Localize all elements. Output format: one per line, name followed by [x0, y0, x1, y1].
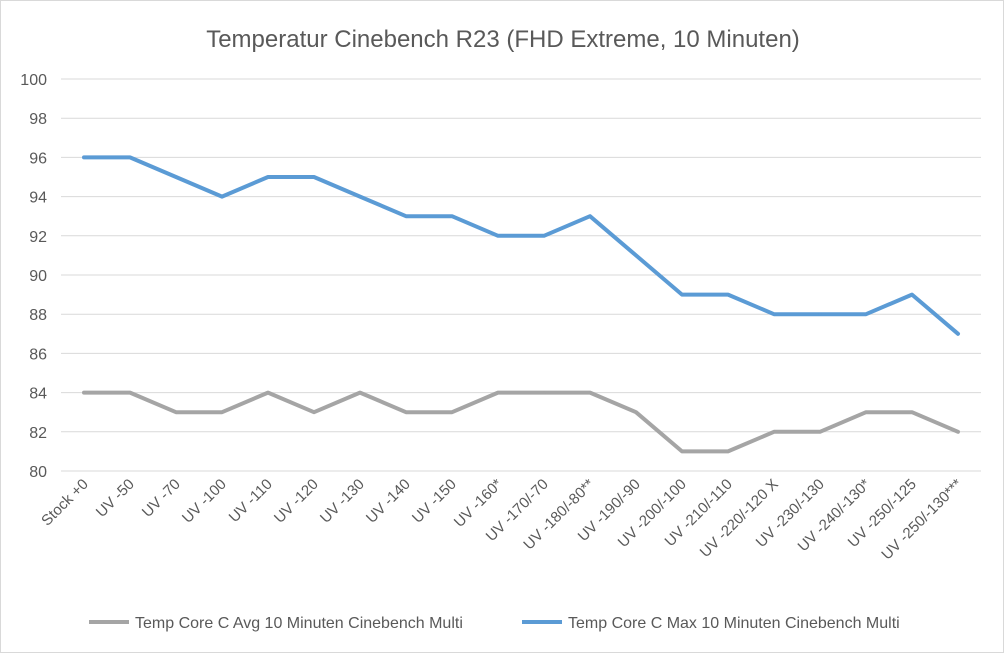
- data-point: [542, 234, 546, 238]
- x-tick-label: UV -130: [317, 476, 368, 527]
- data-point: [128, 155, 132, 159]
- data-point: [312, 175, 316, 179]
- data-point: [818, 312, 822, 316]
- x-tick-label: UV -110: [226, 476, 276, 526]
- data-point: [174, 175, 178, 179]
- data-point: [542, 391, 546, 395]
- data-point: [772, 312, 776, 316]
- y-tick-label: 82: [29, 425, 47, 442]
- legend: Temp Core C Avg 10 Minuten Cinebench Mul…: [89, 615, 900, 632]
- data-point: [864, 312, 868, 316]
- y-tick-label: 92: [29, 229, 47, 246]
- legend-label: Temp Core C Max 10 Minuten Cinebench Mul…: [568, 615, 900, 632]
- data-point: [496, 234, 500, 238]
- data-point: [910, 410, 914, 414]
- data-point: [680, 293, 684, 297]
- y-tick-label: 88: [29, 307, 47, 324]
- data-point: [864, 410, 868, 414]
- data-point: [220, 195, 224, 199]
- grid-lines: [61, 78, 981, 472]
- series-line: [82, 155, 960, 336]
- x-tick-label: Stock +0: [38, 476, 92, 530]
- data-point: [358, 195, 362, 199]
- data-point: [772, 430, 776, 434]
- y-tick-label: 84: [29, 386, 47, 403]
- y-tick-label: 80: [29, 464, 47, 481]
- data-point: [910, 293, 914, 297]
- data-point: [588, 391, 592, 395]
- data-point: [404, 214, 408, 218]
- x-tick-label: UV -100: [179, 476, 230, 527]
- series-max: [82, 155, 960, 336]
- data-point: [266, 175, 270, 179]
- data-point: [450, 410, 454, 414]
- data-point: [496, 391, 500, 395]
- y-tick-label: 96: [29, 150, 47, 167]
- series-avg: [82, 390, 960, 454]
- data-point: [634, 253, 638, 257]
- data-point: [956, 332, 960, 336]
- chart-title: Temperatur Cinebench R23 (FHD Extreme, 1…: [206, 26, 800, 53]
- data-point: [266, 391, 270, 395]
- x-tick-label: UV -220/-120 X: [697, 476, 782, 561]
- legend-label: Temp Core C Avg 10 Minuten Cinebench Mul…: [135, 615, 463, 632]
- x-tick-label: UV -50: [93, 476, 138, 521]
- data-point: [312, 410, 316, 414]
- data-point: [174, 410, 178, 414]
- x-tick-label: UV -70: [139, 476, 184, 521]
- y-axis-ticks: 80 82 84 86 88 90 92 94 96 98 100: [20, 72, 47, 481]
- data-point: [634, 410, 638, 414]
- y-tick-label: 100: [20, 72, 47, 89]
- y-tick-label: 94: [29, 190, 47, 207]
- data-point: [818, 430, 822, 434]
- x-tick-label: UV -140: [363, 476, 414, 527]
- x-tick-label: UV -250/-130***: [878, 476, 966, 564]
- legend-item: Temp Core C Max 10 Minuten Cinebench Mul…: [522, 615, 900, 632]
- data-point: [404, 410, 408, 414]
- data-point: [680, 449, 684, 453]
- series-line: [82, 390, 960, 454]
- data-point: [588, 214, 592, 218]
- legend-item: Temp Core C Avg 10 Minuten Cinebench Mul…: [89, 615, 463, 632]
- data-point: [82, 155, 86, 159]
- data-point: [450, 214, 454, 218]
- y-tick-label: 90: [29, 268, 47, 285]
- y-tick-label: 98: [29, 111, 47, 128]
- data-point: [726, 449, 730, 453]
- data-point: [82, 391, 86, 395]
- series-lines: [82, 155, 960, 454]
- x-tick-label: UV -120: [271, 476, 322, 527]
- data-point: [358, 391, 362, 395]
- data-point: [128, 391, 132, 395]
- data-point: [956, 430, 960, 434]
- data-point: [220, 410, 224, 414]
- data-point: [726, 293, 730, 297]
- y-tick-label: 86: [29, 346, 47, 363]
